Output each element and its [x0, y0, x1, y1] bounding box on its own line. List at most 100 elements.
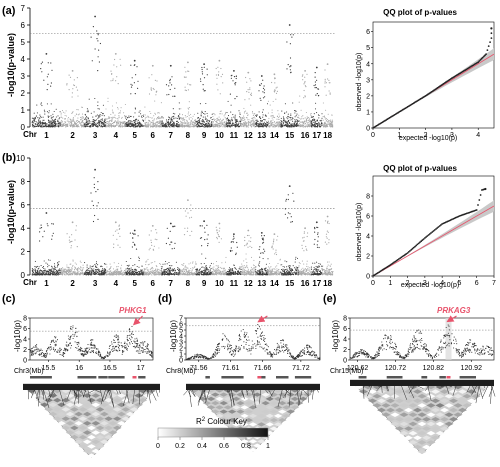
snp-point	[115, 269, 117, 271]
snp-point	[294, 112, 296, 114]
snp-point	[302, 121, 304, 123]
snp-point	[97, 121, 99, 123]
snp-point	[71, 269, 73, 271]
snp-point	[215, 269, 217, 271]
snp-point	[186, 121, 188, 123]
snp-point	[204, 113, 206, 115]
snp-point	[206, 112, 208, 115]
snp-point	[318, 117, 320, 119]
snp-point	[111, 119, 113, 121]
snp-point	[69, 273, 71, 276]
snp-point	[74, 266, 76, 268]
snp-point	[90, 271, 92, 273]
snp-point	[46, 272, 48, 274]
snp-point	[265, 126, 267, 128]
snp-point	[276, 122, 278, 124]
snp-point	[226, 125, 228, 127]
snp-point	[299, 122, 301, 125]
snp-point	[262, 87, 265, 89]
peak-snp	[71, 70, 74, 72]
snp-point	[59, 122, 61, 124]
snp-point	[187, 270, 189, 273]
snp-point	[207, 120, 209, 122]
chromosome-label-1: 1	[44, 131, 49, 140]
snp-point	[153, 124, 155, 126]
snp-point	[204, 116, 206, 118]
snp-point	[202, 88, 204, 90]
snp-point	[290, 65, 292, 67]
snp-point	[302, 74, 304, 76]
snp-point	[40, 122, 42, 124]
snp-point	[188, 115, 190, 117]
chromosome-5-points	[125, 59, 145, 128]
chromosome-label-8: 8	[186, 131, 191, 140]
snp-point	[275, 87, 277, 89]
chromosome-label-15: 15	[285, 131, 294, 140]
snp-point	[220, 125, 222, 127]
snp-point	[177, 267, 179, 269]
snp-point	[282, 125, 284, 127]
snp-point	[75, 263, 77, 265]
snp-point	[50, 273, 52, 275]
snp-point	[156, 90, 158, 92]
snp-point	[178, 118, 180, 120]
snp-point	[120, 64, 122, 66]
snp-point	[169, 230, 171, 232]
snp-point	[228, 121, 230, 123]
snp-point	[223, 122, 225, 124]
snp-point	[195, 124, 197, 126]
snp-point	[291, 119, 293, 121]
snp-point	[166, 120, 168, 122]
snp-point	[237, 120, 239, 123]
snp-point	[102, 104, 104, 106]
snp-point	[86, 268, 88, 270]
snp-point	[112, 78, 114, 80]
snp-point	[41, 126, 43, 128]
snp-point	[245, 117, 247, 119]
snp-point	[262, 116, 264, 118]
snp-point	[267, 100, 269, 102]
snp-point	[37, 124, 39, 126]
snp-point	[223, 267, 226, 269]
snp-point	[175, 273, 177, 276]
snp-point	[315, 94, 317, 96]
snp-point	[156, 232, 158, 234]
snp-point	[138, 111, 140, 113]
snp-point	[71, 92, 73, 94]
snp-point	[186, 124, 188, 126]
snp-point	[294, 116, 296, 118]
snp-point	[117, 270, 119, 272]
snp-point	[328, 90, 330, 92]
snp-point	[50, 62, 52, 64]
snp-point	[66, 83, 68, 85]
snp-point	[118, 273, 120, 276]
snp-point	[191, 120, 193, 122]
snp-point	[330, 120, 332, 122]
snp-point	[54, 265, 56, 267]
snp-point	[252, 121, 254, 123]
snp-point	[212, 272, 214, 274]
snp-point	[45, 270, 47, 272]
snp-point	[269, 125, 271, 127]
snp-point	[252, 114, 255, 116]
snp-point	[80, 119, 82, 121]
snp-point	[215, 74, 217, 76]
snp-point	[206, 273, 208, 275]
snp-point	[188, 263, 190, 265]
snp-point	[318, 95, 320, 97]
snp-point	[188, 271, 191, 273]
snp-point	[31, 122, 33, 124]
snp-point	[316, 93, 318, 95]
snp-point	[220, 267, 222, 270]
snp-point	[286, 68, 288, 70]
snp-point	[54, 126, 56, 128]
snp-point	[89, 120, 91, 123]
snp-point	[44, 268, 46, 270]
snp-point	[185, 71, 187, 73]
snp-point	[48, 121, 50, 123]
snp-point	[74, 239, 76, 241]
snp-point	[67, 268, 69, 270]
snp-point	[66, 123, 68, 125]
chromosome-label-10: 10	[215, 279, 224, 288]
snp-point	[154, 272, 156, 274]
